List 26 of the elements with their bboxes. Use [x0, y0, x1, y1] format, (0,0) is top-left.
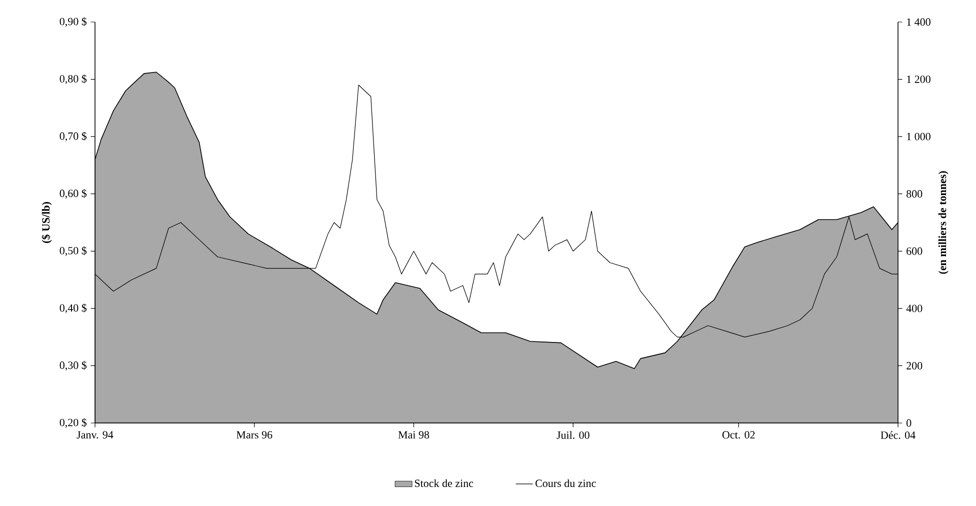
- y2-tick-label: 1 200: [907, 76, 930, 83]
- y2-tick-label: 1 000: [907, 132, 930, 140]
- y2-tick-label: 1 400: [907, 18, 930, 26]
- y2-tick-label: 400: [906, 304, 922, 312]
- legend-label: Stock de zinc: [414, 479, 474, 488]
- x-tick-label: Mai 98: [398, 431, 430, 439]
- legend-label: Cours du zinc: [536, 479, 596, 488]
- x-tick-label: Juil. 00: [556, 431, 590, 439]
- y-tick-label: 0,70 $: [60, 132, 87, 142]
- y-axis-title: ($ US/lb): [42, 202, 52, 243]
- y2-axis-title: (en milliers de tonnes): [938, 171, 948, 274]
- y2-tick-label: 200: [906, 362, 922, 370]
- y2-tick-label: 0: [906, 419, 912, 427]
- y-tick-label: 0,20 $: [60, 418, 87, 428]
- y-tick-label: 0,80 $: [60, 74, 87, 84]
- x-tick-label: Oct. 02: [722, 431, 755, 439]
- x-tick-label: Janv. 94: [76, 431, 114, 439]
- x-tick-label: Déc. 04: [880, 431, 916, 439]
- y2-tick-label: 800: [906, 190, 922, 198]
- x-tick-label: Mars 96: [236, 431, 272, 439]
- y-tick-label: 0,40 $: [60, 304, 87, 314]
- y-tick-label: 0,30 $: [60, 360, 87, 371]
- y-tick-label: 0,50 $: [60, 246, 87, 256]
- y2-tick-label: 600: [906, 247, 922, 255]
- y-tick-label: 0,60 $: [60, 189, 87, 199]
- y-tick-label: 0,90 $: [60, 17, 87, 27]
